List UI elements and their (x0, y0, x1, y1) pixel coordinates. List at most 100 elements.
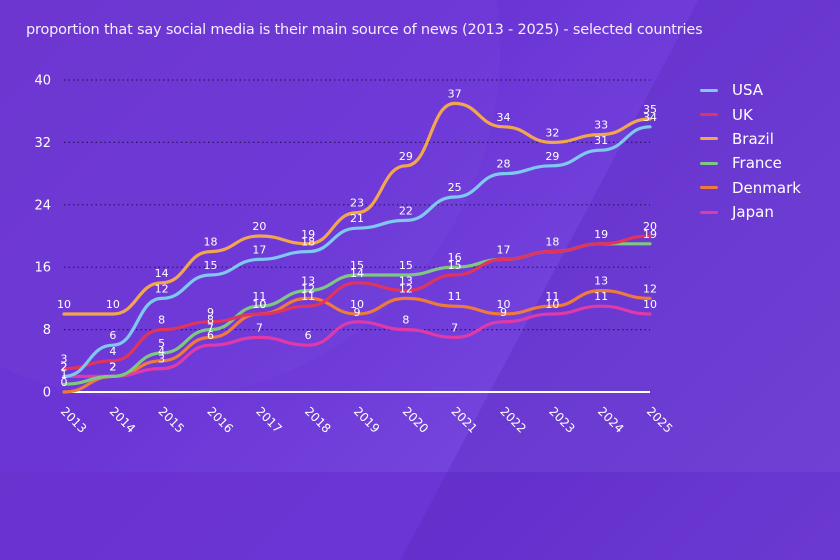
data-label-usa: 28 (497, 158, 511, 171)
data-label-usa: 29 (545, 150, 559, 163)
data-label-france: 15 (399, 259, 413, 272)
data-label-denmark: 2 (109, 360, 116, 373)
data-label-japan: 6 (207, 329, 214, 342)
legend-label: Denmark (732, 178, 801, 197)
x-tick-label: 2025 (644, 404, 675, 435)
data-label-denmark: 10 (252, 298, 266, 311)
series-line-japan (62, 304, 652, 378)
series-line-uk (62, 234, 652, 371)
x-tick-label: 2023 (546, 404, 577, 435)
data-label-denmark: 0 (61, 376, 68, 389)
data-label-usa: 21 (350, 212, 364, 225)
legend-label: USA (732, 81, 764, 100)
data-label-brazil: 19 (301, 228, 315, 241)
data-label-brazil: 18 (204, 236, 218, 249)
data-label-uk: 18 (545, 236, 559, 249)
data-label-uk: 17 (497, 243, 511, 256)
data-label-uk: 13 (399, 275, 413, 288)
data-label-usa: 6 (109, 329, 116, 342)
data-label-uk: 15 (448, 259, 462, 272)
data-label-france: 16 (448, 251, 462, 264)
data-label-japan: 9 (354, 306, 361, 319)
legend-swatch (700, 161, 718, 165)
data-label-japan: 8 (402, 314, 409, 327)
data-label-usa: 25 (448, 181, 462, 194)
data-label-france: 1 (61, 368, 68, 381)
data-label-denmark: 10 (497, 298, 511, 311)
x-tick-label: 2020 (400, 404, 431, 435)
series-line-usa (62, 125, 652, 378)
data-label-france: 11 (252, 290, 266, 303)
x-tick-label: 2013 (58, 404, 89, 435)
data-label-france: 15 (350, 259, 364, 272)
data-label-denmark: 11 (448, 290, 462, 303)
data-label-france: 5 (158, 337, 165, 350)
data-label-denmark: 7 (207, 321, 214, 334)
y-tick-label: 32 (34, 136, 51, 151)
data-label-brazil: 10 (57, 298, 71, 311)
series-line-denmark (62, 288, 652, 394)
data-label-france: 19 (643, 228, 657, 241)
x-tick-label: 2022 (497, 404, 528, 435)
data-label-japan: 10 (643, 298, 657, 311)
data-label-france: 13 (301, 275, 315, 288)
legend-swatch (700, 186, 718, 190)
data-labels: 2612151718212225282931343489101114131517… (57, 87, 657, 389)
data-label-japan: 10 (545, 298, 559, 311)
data-label-uk: 19 (594, 228, 608, 241)
data-label-brazil: 35 (643, 103, 657, 116)
data-label-brazil: 37 (448, 87, 462, 100)
legend-item-denmark: Denmark (700, 176, 801, 200)
legend-item-uk: UK (700, 102, 801, 126)
legend-item-usa: USA (700, 78, 801, 102)
data-label-brazil: 33 (594, 119, 608, 132)
y-tick-label: 8 (43, 323, 51, 338)
data-label-france: 2 (109, 360, 116, 373)
data-label-brazil: 34 (497, 111, 511, 124)
data-label-japan: 2 (109, 360, 116, 373)
data-label-brazil: 14 (155, 267, 169, 280)
data-label-japan: 7 (451, 321, 458, 334)
y-tick-label: 0 (43, 386, 51, 401)
x-tick-label: 2021 (449, 404, 480, 435)
data-label-japan: 7 (256, 321, 263, 334)
legend-label: Brazil (732, 129, 774, 148)
legend-swatch (700, 113, 718, 117)
data-label-usa: 31 (594, 134, 608, 147)
y-tick-label: 40 (34, 74, 51, 89)
data-label-usa: 2 (61, 360, 68, 373)
data-label-uk: 14 (350, 267, 364, 280)
data-label-japan: 6 (305, 329, 312, 342)
legend-item-japan: Japan (700, 200, 801, 224)
y-axis-ticks: 0 8 16 24 32 40 (34, 74, 51, 401)
data-label-uk: 4 (109, 345, 116, 358)
data-label-usa: 12 (155, 282, 169, 295)
data-label-denmark: 13 (594, 275, 608, 288)
data-label-brazil: 23 (350, 197, 364, 210)
data-label-brazil: 32 (545, 126, 559, 139)
x-tick-label: 2015 (156, 404, 187, 435)
data-label-brazil: 29 (399, 150, 413, 163)
legend-label: Japan (732, 203, 774, 222)
data-label-usa: 15 (204, 259, 218, 272)
data-label-france: 8 (207, 314, 214, 327)
data-label-japan: 2 (61, 360, 68, 373)
legend-item-brazil: Brazil (700, 127, 801, 151)
chart-title: proportion that say social media is thei… (26, 22, 703, 38)
data-label-denmark: 12 (643, 282, 657, 295)
data-label-denmark: 11 (545, 290, 559, 303)
legend-swatch (700, 210, 718, 214)
data-label-uk: 11 (301, 290, 315, 303)
data-label-brazil: 20 (252, 220, 266, 233)
legend-swatch (700, 137, 718, 141)
data-label-japan: 9 (500, 306, 507, 319)
legend-label: UK (732, 105, 753, 124)
data-label-denmark: 12 (399, 282, 413, 295)
legend-item-france: France (700, 151, 801, 175)
legend-label: France (732, 154, 782, 173)
data-label-brazil: 10 (106, 298, 120, 311)
data-label-denmark: 12 (301, 282, 315, 295)
legend: USA UK Brazil France Denmark Japan (700, 78, 801, 224)
x-tick-label: 2014 (107, 404, 138, 435)
